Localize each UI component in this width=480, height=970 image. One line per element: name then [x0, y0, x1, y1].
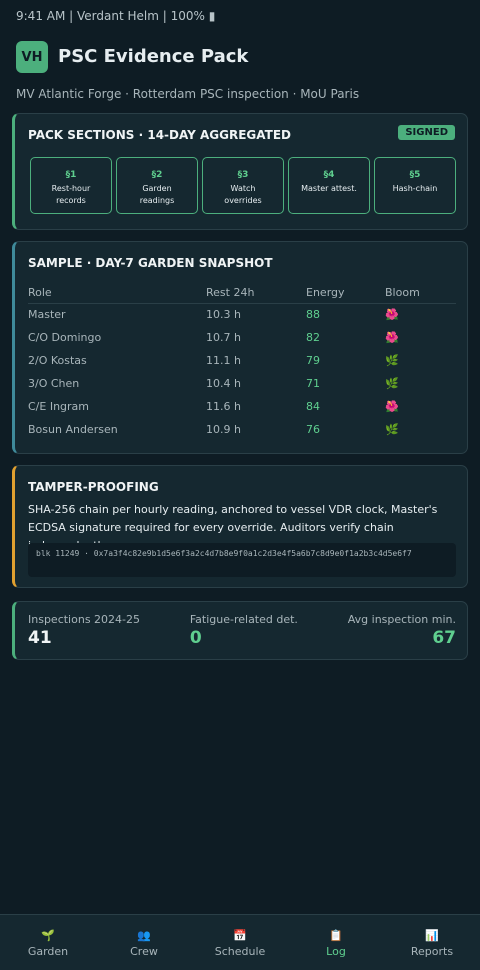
cell: 79	[306, 354, 320, 367]
section-label: Rest-hour records	[51, 184, 91, 205]
section-number: §3	[237, 170, 249, 180]
section-box[interactable]: §3 Watch overrides	[202, 157, 284, 214]
column-header: Bloom	[385, 282, 456, 304]
cell: 🌺	[385, 331, 399, 344]
tamper-card: TAMPER-PROOFING SHA-256 chain per hourly…	[12, 465, 468, 588]
section-list: §1 Rest-hour records §2 Garden readings §3 Wa…	[30, 157, 456, 214]
nav-item[interactable]: 📋 Log	[288, 915, 384, 970]
section-number: §4	[323, 170, 335, 180]
section-box[interactable]: §1 Rest-hour records	[30, 157, 112, 214]
column-header: Rest 24h	[206, 282, 306, 304]
section-number: §2	[151, 170, 163, 180]
cell: 10.3 h	[206, 308, 241, 322]
header-row: Role Rest 24h Energy Bloom	[28, 282, 456, 304]
stat-value: 0	[189, 628, 202, 648]
column-header: Energy	[306, 282, 385, 304]
section-box[interactable]: §2 Garden readings	[116, 157, 198, 214]
cell: 🌺	[385, 400, 399, 413]
nav-label: Garden	[27, 945, 69, 958]
cell: 🌺	[385, 308, 399, 322]
nav-icon: 📊	[425, 929, 439, 942]
table-row: Master 10.3 h 88 🌺	[28, 303, 456, 326]
column-header: Role	[28, 282, 206, 304]
cell: 🌿	[385, 423, 399, 436]
cell: 10.4 h	[206, 377, 241, 390]
sample-card: SAMPLE · DAY-7 GARDEN SNAPSHOT Role Rest …	[12, 241, 468, 454]
nav-icon: 📅	[233, 929, 247, 942]
cell: 82	[306, 331, 320, 344]
card-title: PACK SECTIONS · 14-DAY AGGREGATED	[28, 128, 291, 142]
stat-value: 67	[432, 628, 456, 648]
stat: Inspections 2024-25 41	[28, 613, 140, 648]
nav-icon: 📋	[329, 929, 343, 942]
stat-label: Avg inspection min.	[347, 613, 456, 626]
nav-label: Schedule	[214, 945, 266, 958]
section-number: §5	[409, 170, 421, 180]
nav-item[interactable]: 📅 Schedule	[192, 915, 288, 970]
nav-icon: 🌱	[41, 929, 55, 942]
cell: 🌿	[385, 377, 399, 390]
table-row: C/E Ingram 11.6 h 84 🌺	[28, 395, 456, 418]
page-title: PSC Evidence Pack	[58, 46, 249, 67]
table: Role Rest 24h Energy Bloom Master 10.3 h 88 🌺 C/…	[28, 282, 456, 441]
table-body: Master 10.3 h 88 🌺 C/O Domingo 10.7 h 82 🌺 2/O K…	[28, 303, 456, 441]
nav-label: Reports	[410, 945, 454, 958]
cell: 10.9 h	[206, 423, 241, 436]
section-box[interactable]: §4 Master attest.	[288, 157, 370, 214]
card-title: TAMPER-PROOFING	[28, 480, 159, 494]
cell: C/O Domingo	[28, 331, 102, 344]
table-row: C/O Domingo 10.7 h 82 🌺	[28, 326, 456, 349]
stats-card: Inspections 2024-25 41 Fatigue-related det…	[12, 601, 468, 660]
badge: SIGNED	[398, 125, 455, 140]
cell: 76	[306, 423, 320, 436]
card-title: SAMPLE · DAY-7 GARDEN SNAPSHOT	[28, 256, 273, 270]
nav-item[interactable]: 📊 Reports	[384, 915, 480, 970]
table-row: 3/O Chen 10.4 h 71 🌿	[28, 372, 456, 395]
nav-label: Log	[326, 945, 346, 958]
logo: VH	[16, 41, 48, 73]
cell: 3/O Chen	[28, 377, 80, 390]
cell: Bosun Andersen	[28, 423, 118, 436]
stat-label: Inspections 2024-25	[28, 613, 141, 626]
stat-value: 41	[28, 628, 52, 648]
section-label: Garden readings	[139, 184, 175, 205]
stat: Fatigue-related det. 0	[190, 613, 298, 648]
nav-item[interactable]: 👥 Crew	[96, 915, 192, 970]
stat: Avg inspection min. 67	[348, 613, 456, 648]
table-row: 2/O Kostas 11.1 h 79 🌿	[28, 349, 456, 372]
nav-item[interactable]: 🌱 Garden	[0, 915, 96, 970]
cell: 88	[306, 308, 320, 322]
section-box[interactable]: §5 Hash-chain	[374, 157, 456, 214]
cell: 🌿	[385, 354, 399, 367]
cell: 11.6 h	[206, 400, 241, 413]
cell: 10.7 h	[206, 331, 241, 344]
nav-label: Crew	[130, 945, 158, 958]
cell: 11.1 h	[206, 354, 241, 367]
section-label: Hash-chain	[392, 184, 438, 193]
stat-label: Fatigue-related det.	[189, 613, 298, 626]
subtitle: MV Atlantic Forge · Rotterdam PSC inspec…	[16, 87, 360, 101]
nav-icon: 👥	[137, 929, 151, 942]
bottom-nav: 🌱 Garden 👥 Crew 📅 Schedule 📋 Log 📊 Reports	[0, 914, 480, 970]
cell: Master	[28, 308, 66, 322]
section-number: §1	[65, 170, 77, 180]
table-row: Bosun Andersen 10.9 h 76 🌿	[28, 418, 456, 441]
stats: Inspections 2024-25 41 Fatigue-related det…	[28, 613, 456, 648]
cell: 84	[306, 400, 320, 413]
section-label: Master attest.	[301, 184, 357, 193]
cell: C/E Ingram	[28, 400, 90, 413]
status-bar: 9:41 AM | Verdant Helm | 100% ▮	[16, 9, 216, 23]
section-label: Watch overrides	[224, 184, 262, 205]
hash-block: blk 11249 · 0x7a3f4c82e9b1d5e6f3a2c4d7b8…	[28, 543, 456, 577]
pack-card: PACK SECTIONS · 14-DAY AGGREGATED SIGNED…	[12, 113, 468, 230]
cell: 2/O Kostas	[28, 354, 87, 367]
cell: 71	[306, 377, 320, 390]
